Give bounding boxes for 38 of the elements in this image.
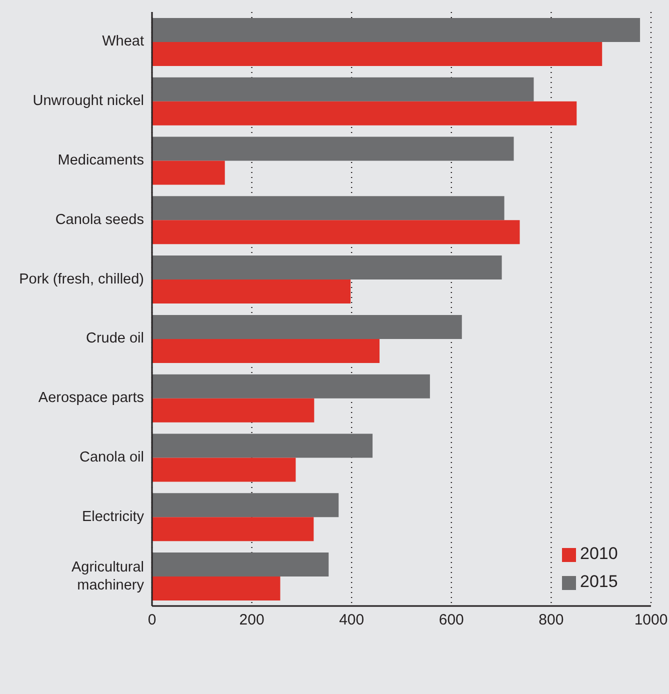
x-tick-label: 200 <box>239 612 264 629</box>
x-tick-label: 800 <box>538 612 564 629</box>
y-tick-label: Agricultural machinery <box>71 559 145 594</box>
x-tick-label: 400 <box>339 612 364 629</box>
bar <box>152 552 329 577</box>
y-tick-label: Unwrought nickel <box>32 93 144 110</box>
y-tick-label: Aerospace parts <box>38 390 144 406</box>
bar <box>152 77 534 102</box>
bar <box>152 256 502 280</box>
bar <box>152 196 504 220</box>
bar <box>152 398 314 422</box>
bar <box>152 18 640 42</box>
legend-label: 2010 <box>580 544 618 563</box>
x-tick-label: 600 <box>438 612 464 629</box>
bar <box>152 220 520 244</box>
y-tick-label: Medicaments <box>58 152 144 168</box>
bar <box>152 338 380 363</box>
bar <box>152 576 280 601</box>
bar <box>152 314 462 339</box>
bar <box>152 517 314 542</box>
bar <box>152 160 225 185</box>
y-tick-label: Wheat <box>102 34 144 50</box>
legend-label: 2015 <box>580 572 618 591</box>
bar <box>152 136 514 161</box>
bar <box>152 42 602 66</box>
bar <box>152 280 351 304</box>
bar <box>152 493 339 518</box>
bar <box>152 101 577 126</box>
y-tick-label: Canola seeds <box>55 212 144 228</box>
y-tick-label: Electricity <box>82 508 145 525</box>
bar <box>152 434 373 458</box>
x-tick-label: 1000 <box>634 612 668 629</box>
y-tick-label: Crude oil <box>86 330 144 347</box>
y-tick-label: Pork (fresh, chilled) <box>19 271 144 288</box>
y-tick-label: Canola oil <box>80 450 144 466</box>
bar <box>152 374 430 398</box>
bar <box>152 458 296 482</box>
x-tick-label: 0 <box>148 612 156 629</box>
